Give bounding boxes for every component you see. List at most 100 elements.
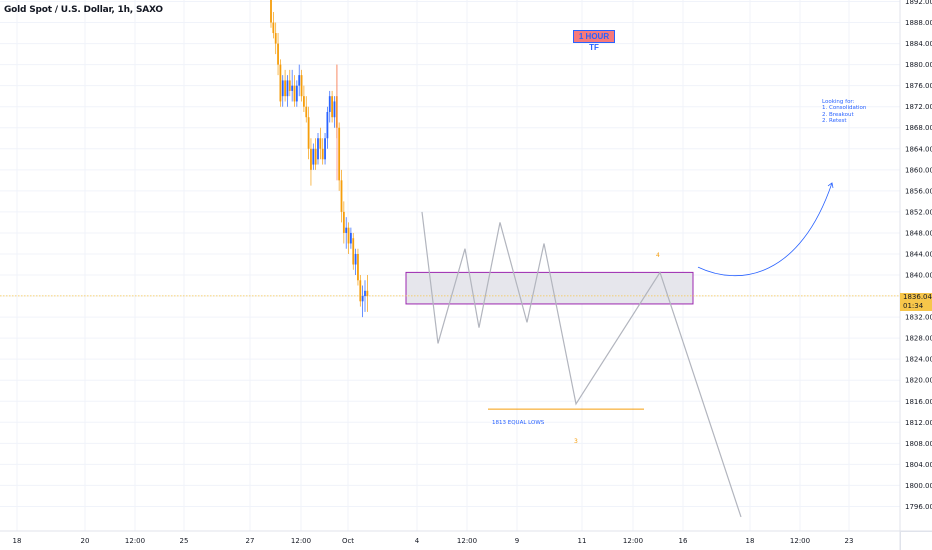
candle-body [314,148,317,165]
candle-body [291,85,294,91]
candle-body [333,101,336,118]
y-tick-label: 1880.00 [905,61,932,69]
leg-label-4: 4 [656,252,660,259]
y-tick-label: 1848.00 [905,229,932,237]
grid [0,0,900,531]
y-tick-label: 1852.00 [905,208,932,216]
note-line: 2. Breakout [822,111,854,118]
breakout-arrow [697,182,833,277]
candle-body [342,211,345,233]
candle-body [284,80,286,97]
candle-body [305,106,308,118]
y-tick-label: 1832.00 [905,314,932,322]
axis-corner [900,531,932,550]
x-tick-label: 12:00 [790,537,810,545]
candle-body [277,43,279,65]
candle-body [298,75,301,86]
y-tick-label: 1800.00 [905,482,932,490]
candle-body [303,96,305,107]
y-tick-label: 1796.00 [905,503,932,511]
y-tick-label: 1860.00 [905,166,932,174]
x-tick-label: 4 [415,537,420,545]
candle-body [350,232,352,244]
candle-body [274,33,277,44]
note-line: Looking for: [822,99,855,105]
symbol-title: Gold Spot / U.S. Dollar, 1h, SAXO [4,5,163,15]
y-tick-label: 1816.00 [905,398,932,406]
x-tick-label: 16 [679,537,688,545]
y-tick-label: 1804.00 [905,461,932,469]
y-tick-label: 1884.00 [905,40,932,48]
candle-body [354,253,357,265]
candle-body [326,111,329,139]
leg-label-3: 3 [574,438,578,445]
y-tick-label: 1824.00 [905,356,932,364]
x-tick-label: 9 [515,537,519,545]
y-tick-label: 1892.00 [905,0,932,6]
candle-body [281,80,284,97]
candle-body [317,138,319,160]
y-tick-label: 1872.00 [905,103,932,111]
candle-body [295,85,298,102]
x-tick-label: 12:00 [125,537,145,545]
x-tick-label: 20 [81,537,90,545]
x-tick-label: 12:00 [291,537,311,545]
timeframe-badge: 1 HOUR TF [573,30,615,52]
projection-zigzag [421,211,742,518]
candle-body [357,253,359,281]
candle-body [347,227,350,244]
candle-body [288,80,291,91]
candle-body [286,80,289,97]
candle-body [328,96,331,112]
x-tick-label: 12:00 [457,537,477,545]
projection-path [421,182,834,518]
x-tick-label: 25 [180,537,189,545]
candle-body [319,138,322,149]
y-tick-label: 1820.00 [905,377,932,385]
candle-body [300,75,303,97]
candle-body [310,148,312,170]
candle-body [364,290,366,297]
arrow-head [827,182,834,189]
candle-body [340,180,343,212]
x-tick-label: 27 [246,537,255,545]
y-tick-label: 1828.00 [905,335,932,343]
candle-body [279,64,282,102]
equal-lows-label: 1813 EQUAL LOWS [492,420,545,426]
candle-body [321,148,324,160]
candles [270,0,369,318]
y-tick-label: 1812.00 [905,419,932,427]
candle-body [293,85,296,102]
note-line: 1. Consolidation [822,105,867,112]
y-tick-label: 1808.00 [905,440,932,448]
x-tick-label: 12:00 [623,537,643,545]
plan-note: Looking for: 1. Consolidation 2. Breakou… [822,99,866,124]
current-price-value: 1836.04 [903,293,932,301]
x-tick-label: 18 [13,537,22,545]
x-tick-label: 11 [578,537,587,545]
y-tick-label: 1864.00 [905,145,932,153]
candle-body [361,296,364,302]
note-line: 2. Retest [822,117,847,124]
candle-body [307,117,310,149]
candle-body [312,148,315,165]
candle-body [324,138,326,160]
candle-body [331,96,333,118]
candle-body [345,227,348,233]
y-tick-label: 1840.00 [905,272,932,280]
bar-countdown: 01:34 [903,302,924,310]
y-tick-label: 1856.00 [905,187,932,195]
x-tick-label: Oct [342,537,354,545]
candle-body [270,0,272,23]
candle-body [359,280,362,302]
x-tick-label: 18 [746,537,755,545]
y-tick-label: 1868.00 [905,124,932,132]
y-tick-label: 1844.00 [905,250,932,258]
candle-body [338,127,341,181]
y-tick-label: 1888.00 [905,19,932,27]
x-tick-label: 23 [845,537,854,545]
candle-body [352,238,355,265]
candle-body [272,22,275,34]
y-tick-label: 1876.00 [905,82,932,90]
